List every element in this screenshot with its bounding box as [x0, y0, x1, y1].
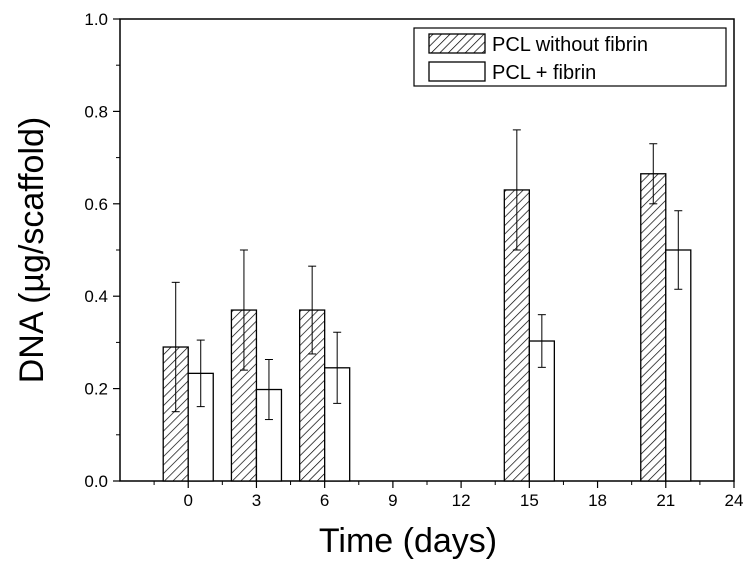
error-bar-series1-day-15 — [512, 129, 521, 251]
x-tick-label: 3 — [252, 491, 261, 510]
error-bar-series1-day-21 — [649, 143, 658, 205]
legend-swatch-open — [428, 61, 486, 82]
y-axis-title: DNA (µg/scaffold) — [13, 117, 51, 384]
x-tick-label: 18 — [588, 491, 607, 510]
y-tick-label: 1.0 — [84, 10, 108, 29]
error-bar-series2-day-15 — [537, 314, 546, 368]
legend: PCL without fibrin PCL + fibrin — [413, 27, 727, 87]
legend-label-series-1: PCL without fibrin — [492, 34, 648, 56]
error-bar-series2-day-21 — [674, 210, 683, 290]
error-bar-series1-day-3 — [239, 249, 248, 371]
bars-group — [162, 173, 692, 482]
x-tick-label: 9 — [388, 491, 397, 510]
error-bars-group — [171, 129, 683, 421]
x-axis-ticks: 0 3 6 9 12 15 18 21 24 — [153, 481, 744, 510]
error-bar-series2-day-6 — [333, 331, 342, 404]
bar-series1-day-21 — [640, 173, 667, 482]
y-tick-label: 0.8 — [84, 102, 108, 121]
bar-series2-day-0 — [187, 372, 214, 482]
x-tick-label: 12 — [452, 491, 471, 510]
error-bar-series2-day-3 — [264, 358, 273, 421]
y-tick-label: 0.2 — [84, 380, 108, 399]
error-bar-series1-day-6 — [308, 265, 317, 355]
y-axis-ticks: 0.0 0.2 0.4 0.6 0.8 1.0 — [84, 10, 120, 491]
x-tick-label: 21 — [656, 491, 675, 510]
x-axis-title: Time (days) — [319, 522, 497, 560]
legend-label-series-2: PCL + fibrin — [492, 62, 596, 84]
x-tick-label: 24 — [725, 491, 744, 510]
x-tick-label: 15 — [520, 491, 539, 510]
y-tick-label: 0.0 — [84, 472, 108, 491]
error-bar-series1-day-0 — [171, 281, 180, 413]
x-tick-label: 6 — [320, 491, 329, 510]
y-tick-label: 0.6 — [84, 195, 108, 214]
x-tick-label: 0 — [183, 491, 192, 510]
y-tick-label: 0.4 — [84, 287, 108, 306]
legend-swatch-hatched — [428, 33, 486, 54]
error-bar-series2-day-0 — [196, 339, 205, 408]
